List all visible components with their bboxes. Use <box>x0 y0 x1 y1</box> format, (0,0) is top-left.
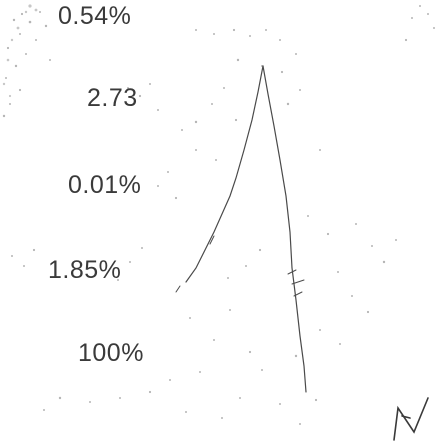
dash-2 <box>209 235 215 245</box>
tick-3 <box>293 291 303 297</box>
corner-mark <box>393 397 429 441</box>
percentage-label-3: 0.01% <box>68 171 142 199</box>
percentage-label-4: 1.85% <box>48 256 122 284</box>
percentage-label-5: 100% <box>78 339 144 367</box>
tick-2 <box>291 279 305 285</box>
percentage-label-1: 0.54% <box>58 2 132 30</box>
dash-1 <box>175 285 181 293</box>
smudge <box>2 4 38 98</box>
scan-noise <box>2 5 435 425</box>
stroke-left <box>185 65 264 283</box>
percentage-label-2: 2.73 <box>87 84 138 112</box>
stroke-right <box>262 65 307 393</box>
tick-1 <box>287 269 297 275</box>
pen-strokes <box>175 65 307 393</box>
